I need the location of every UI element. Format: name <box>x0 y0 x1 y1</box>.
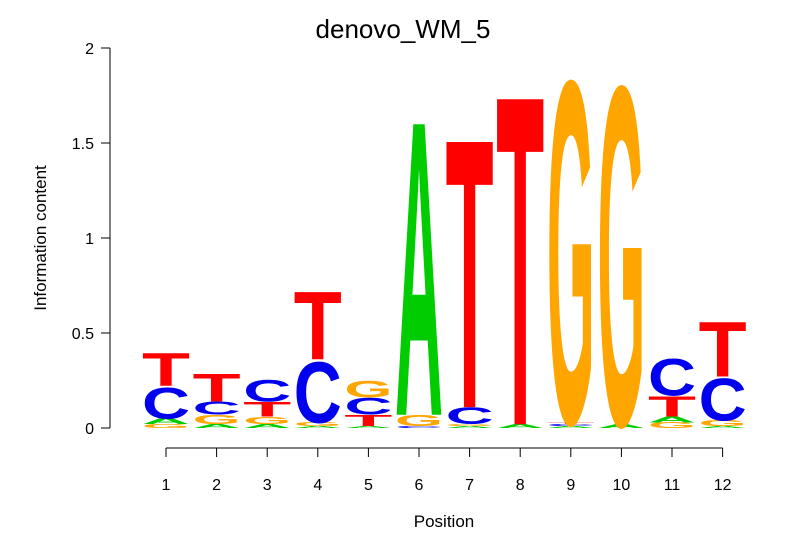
logo-letter-C: C <box>699 366 747 434</box>
logo-letter-A: A <box>446 426 494 429</box>
logo-letter-T: T <box>496 0 544 525</box>
y-tick-label: 2 <box>85 41 94 58</box>
y-tick-label: 1 <box>85 231 94 248</box>
logo-letter-C: C <box>446 403 494 430</box>
logo-letter-C: C <box>344 393 392 420</box>
logo-letter-T: T <box>344 412 392 430</box>
logo-column: AT <box>496 0 544 525</box>
logo-letter-G: G <box>243 415 291 427</box>
x-tick-label: 7 <box>465 477 474 494</box>
y-tick-label: 1.5 <box>72 136 94 153</box>
logo-letter-C: C <box>294 345 342 442</box>
x-tick-label: 11 <box>664 477 681 494</box>
x-tick-label: 1 <box>162 477 171 494</box>
logo-letter-G: G <box>699 419 747 428</box>
x-tick-label: 12 <box>714 477 732 494</box>
logo-letter-A: A <box>294 426 342 429</box>
logo-letter-T: T <box>142 343 190 396</box>
logo-letter-A: A <box>496 423 544 429</box>
logo-letter-C: C <box>395 426 443 429</box>
logo-column: CGA <box>395 33 443 505</box>
logo-letter-A: A <box>648 415 696 424</box>
logo-letter-A: A <box>547 426 595 429</box>
logo-letter-T: T <box>547 422 595 425</box>
logo-letter-A: A <box>243 423 291 429</box>
x-axis: 1 2 3 4 5 6 7 8 9 10 11 12 <box>162 447 732 494</box>
logo-letter-T: T <box>648 390 696 423</box>
x-tick-label: 9 <box>566 477 575 494</box>
logo-letter-G: G <box>648 421 696 430</box>
logo-letter-C: C <box>243 373 291 408</box>
logo-letter-G: G <box>142 423 190 429</box>
logo-letter-T: T <box>243 398 291 421</box>
x-tick-label: 10 <box>613 477 631 494</box>
logo-letter-T: T <box>699 305 747 393</box>
y-tick-label: 0.5 <box>72 326 94 343</box>
logo-letter-G: G <box>597 0 645 528</box>
logo-letter-A: A <box>142 417 190 426</box>
logo-letter-G: G <box>446 424 494 427</box>
logo-letter-T: T <box>193 366 241 410</box>
logo-letter-G: G <box>547 0 595 528</box>
logo-letter-A: A <box>193 423 241 429</box>
logo-letter-G: G <box>344 376 392 402</box>
x-tick-label: 3 <box>263 477 272 494</box>
logo-letter-A: A <box>699 426 747 429</box>
logo-letter-C: C <box>648 348 696 407</box>
logo-letter-A: A <box>395 33 443 505</box>
logo-letter-C: C <box>142 379 190 429</box>
chart-title: denovo_WM_5 <box>316 14 491 44</box>
logo-letter-T: T <box>446 58 494 489</box>
logo-letter-G: G <box>294 421 342 427</box>
x-tick-label: 6 <box>415 477 424 494</box>
x-tick-label: 4 <box>313 477 322 494</box>
y-tick-label: 0 <box>85 421 94 438</box>
logo-letter-T: T <box>294 271 342 380</box>
logo-letter-G: G <box>193 413 241 427</box>
x-tick-label: 5 <box>364 477 373 494</box>
x-tick-label: 2 <box>212 477 221 494</box>
y-axis-label: Information content <box>31 165 50 311</box>
logo-letter-A: A <box>597 423 645 429</box>
logo-letter-A: A <box>344 426 392 429</box>
logo-column: AG <box>597 0 645 528</box>
y-axis: 0 0.5 1 1.5 2 <box>72 41 111 438</box>
logo-letter-C: C <box>547 424 595 427</box>
x-axis-label: Position <box>414 512 474 531</box>
logo-letter-G: G <box>395 412 443 430</box>
x-tick-label: 8 <box>516 477 525 494</box>
logo-letter-C: C <box>193 398 241 418</box>
